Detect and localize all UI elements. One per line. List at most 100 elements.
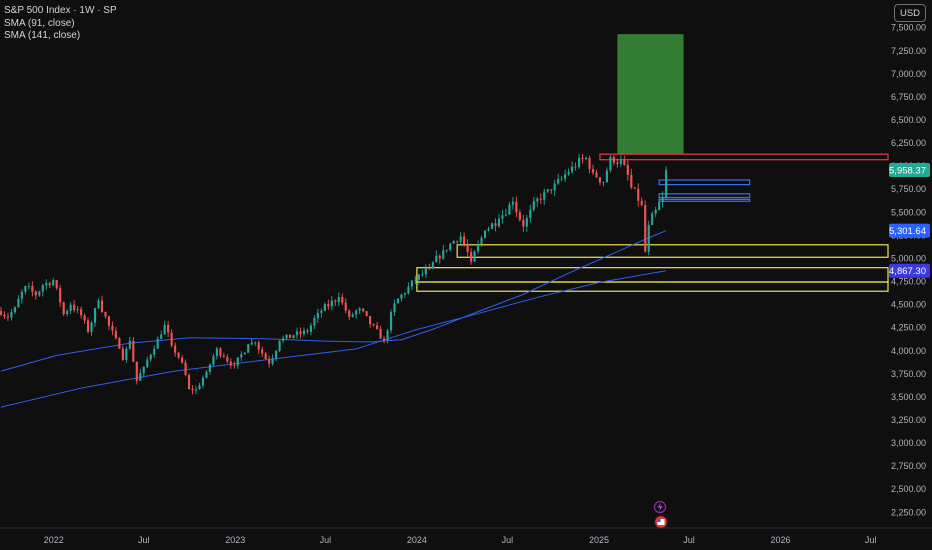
price-label: 5,301.64 [889,226,926,237]
candle-body [41,285,44,292]
candle-body [330,300,333,307]
zone-rect-blue[interactable] [658,193,751,199]
candle-body [494,223,497,227]
candle-body [637,188,640,201]
candle-body [623,160,626,165]
candle-body [376,325,379,329]
candle-body [243,352,246,355]
candle-body [351,314,354,317]
candle-body [142,366,145,374]
candle-body [76,309,79,311]
candle-body [146,359,149,367]
candle-body [382,338,386,340]
candle-body [337,297,340,302]
currency-button[interactable]: USD [894,4,926,22]
candle-body [149,354,152,360]
candle-body [417,274,420,280]
candle-body [564,174,567,179]
candle-body [288,334,292,338]
y-tick-label: 4,750.00 [891,277,926,287]
candle-body [379,328,382,339]
candle-body [59,288,62,303]
candle-body [651,213,654,225]
candle-body [323,304,326,311]
sma-91-legend[interactable]: SMA (91, close) [4,17,75,29]
zone-rect-yellow[interactable] [416,281,889,292]
candle-body [261,349,264,354]
candle-body [153,348,156,355]
price-label-bg [889,162,930,177]
y-tick-label: 4,250.00 [891,323,926,333]
x-tick-label: 2025 [589,535,609,545]
candle-body [428,268,431,270]
events-markers[interactable] [653,500,668,529]
candle-body [476,244,480,252]
y-tick-label: 6,750.00 [891,92,926,102]
y-tick-label: 3,000.00 [891,438,926,448]
candle-body [539,198,542,200]
candle-body [640,200,643,205]
y-tick-label: 2,250.00 [891,507,926,517]
candles-layer [0,153,668,395]
symbol-title[interactable]: S&P 500 Index · 1W · SP [4,5,117,16]
x-tick-label: Jul [320,535,332,545]
y-tick-label: 7,500.00 [891,23,926,33]
price-labels: 5,958.37 5,301.64 4,867.30 [889,162,930,278]
candle-body [487,228,490,231]
zone-rect-yellow[interactable] [456,244,889,258]
y-tick-label: 7,000.00 [891,69,926,79]
candle-body [661,197,664,203]
candle-body [250,342,253,345]
candle-body [247,344,250,353]
candle-body [616,162,619,164]
candle-body [17,298,20,308]
x-tick-label: 2026 [771,535,791,545]
candle-body [334,300,337,302]
candle-body [174,345,177,353]
zone-rect-red[interactable] [599,153,889,161]
candle-body [180,357,184,363]
candle-body [602,182,605,183]
sma-141-legend[interactable]: SMA (141, close) [4,30,81,41]
candle-body [543,191,546,200]
candle-body [320,310,323,314]
candle-body [80,309,83,316]
candle-body [473,251,476,262]
candle-body [13,307,17,313]
candle-body [233,365,236,367]
candle-body [518,212,521,220]
price-label-bg [889,263,930,278]
x-tick-label: 2024 [407,535,427,545]
candle-body [163,324,166,335]
candle-body [222,355,225,357]
candle-body [66,310,69,315]
candle-body [567,171,570,175]
candle-body [644,204,647,252]
price-label: 4,867.30 [889,266,926,277]
candle-body [3,314,6,317]
candle-body [184,362,187,376]
candle-body [665,170,668,198]
candle-body [240,354,243,358]
target-box[interactable] [617,34,684,155]
x-tick-label: Jul [138,535,150,545]
zone-rect-blue[interactable] [658,179,751,186]
candle-body [31,285,34,292]
time-axis[interactable]: 2022 Jul 2023 Jul 2024 Jul 2025 Jul 2026 Jul [44,535,877,545]
candle-body [128,340,131,349]
candle-body [194,389,198,391]
candle-body [107,316,111,326]
candle-body [139,373,142,381]
candle-body [459,236,462,242]
us-flag-icon [657,519,665,525]
chart-legend: S&P 500 Index · 1W · SP SMA (91, close) … [4,5,117,43]
candle-body [215,348,218,357]
candle-body [121,348,124,360]
candle-body [90,322,93,332]
candle-body [396,298,400,304]
sma-91-line [0,230,667,372]
candle-body [449,243,452,250]
candle-body [302,330,306,334]
y-tick-label: 4,500.00 [891,300,926,310]
